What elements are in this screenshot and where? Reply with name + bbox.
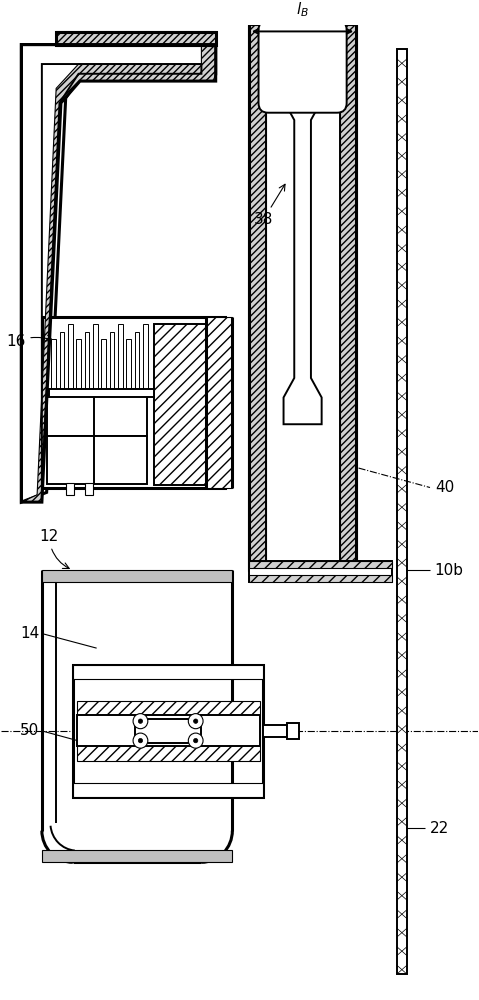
Bar (77, 701, 260, 761)
Bar (60, 332, 65, 390)
Bar (249, 561, 392, 582)
Bar (397, 49, 407, 974)
Bar (154, 324, 218, 485)
Bar (287, 723, 299, 739)
Text: 12: 12 (39, 529, 69, 568)
Bar (42, 317, 225, 488)
Circle shape (188, 733, 203, 748)
Bar (85, 332, 90, 390)
Bar (102, 339, 106, 390)
Text: 14: 14 (20, 626, 39, 641)
Bar (42, 850, 232, 862)
Text: 16: 16 (6, 334, 52, 349)
Bar (66, 483, 74, 495)
Bar (135, 332, 139, 390)
Circle shape (138, 719, 143, 723)
Text: 50: 50 (20, 723, 39, 738)
Bar (49, 389, 154, 397)
Bar (56, 32, 216, 45)
Bar (73, 783, 263, 797)
Polygon shape (22, 45, 216, 502)
Circle shape (188, 714, 203, 729)
Bar (135, 719, 201, 743)
Circle shape (133, 733, 148, 748)
Bar (249, 25, 356, 570)
Bar (249, 561, 392, 568)
Text: 22: 22 (430, 821, 449, 836)
Circle shape (194, 719, 198, 723)
Bar (93, 324, 98, 390)
Bar (46, 436, 147, 484)
Bar (73, 665, 263, 797)
Bar (249, 25, 266, 570)
Bar (249, 575, 392, 582)
Bar (110, 332, 114, 390)
Bar (51, 339, 56, 390)
Bar (126, 339, 131, 390)
Text: $l_B$: $l_B$ (296, 0, 309, 19)
Text: 40: 40 (435, 480, 454, 495)
Bar (263, 725, 287, 737)
Bar (73, 665, 263, 679)
Circle shape (133, 714, 148, 729)
Circle shape (138, 738, 143, 743)
Bar (68, 324, 73, 390)
Bar (206, 317, 232, 488)
FancyBboxPatch shape (259, 20, 347, 113)
Text: 10b: 10b (435, 563, 464, 578)
Bar (85, 483, 93, 495)
Circle shape (194, 738, 198, 743)
Bar (118, 324, 123, 390)
Polygon shape (284, 74, 321, 424)
Bar (42, 570, 232, 582)
Bar (46, 395, 147, 436)
Bar (76, 339, 81, 390)
Text: 38: 38 (253, 184, 285, 227)
Bar (143, 324, 148, 390)
Polygon shape (22, 45, 216, 502)
Bar (77, 715, 260, 746)
Bar (340, 25, 356, 570)
